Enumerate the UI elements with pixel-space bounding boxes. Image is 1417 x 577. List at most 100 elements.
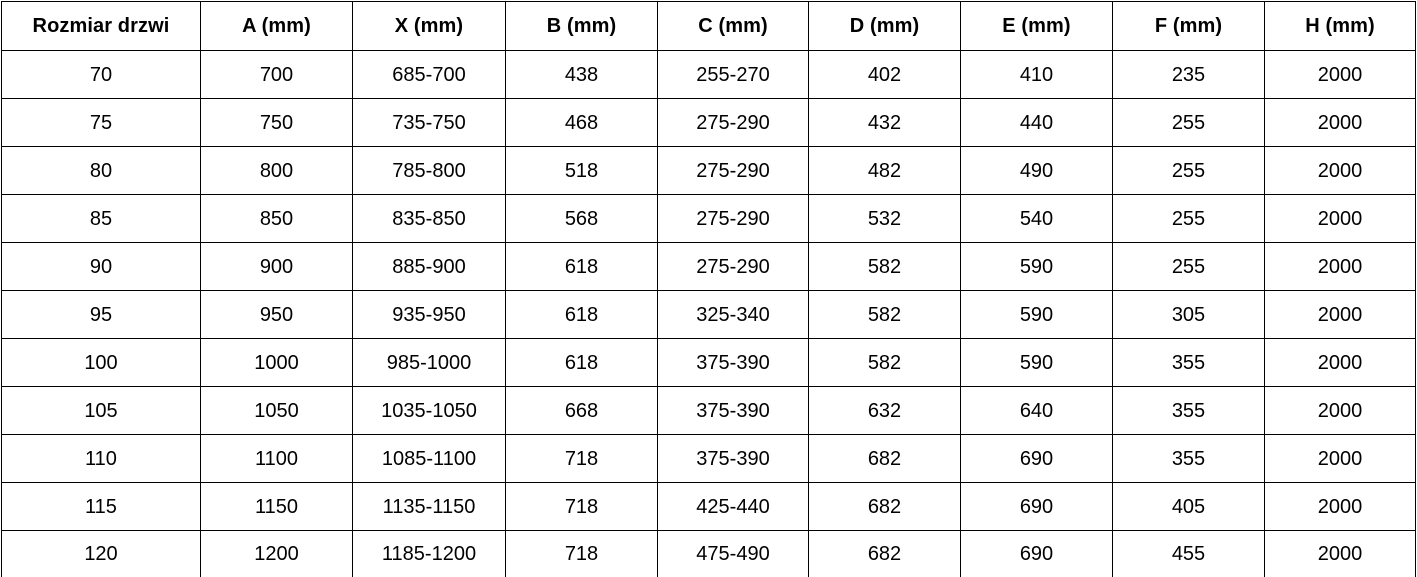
cell-a: 950 (200, 290, 353, 339)
cell-h: 2000 (1264, 194, 1416, 243)
cell-d: 432 (808, 98, 961, 147)
cell-h: 2000 (1264, 242, 1416, 291)
cell-x: 835-850 (352, 194, 506, 243)
column-header-x: X (mm) (352, 1, 506, 51)
cell-e: 490 (960, 146, 1113, 195)
cell-e: 690 (960, 434, 1113, 483)
column-header-e: E (mm) (960, 1, 1113, 51)
cell-b: 618 (505, 290, 658, 339)
cell-size: 110 (1, 434, 201, 483)
cell-x: 985-1000 (352, 338, 506, 387)
cell-e: 590 (960, 338, 1113, 387)
cell-x: 685-700 (352, 50, 506, 99)
table-row: 75 750 735-750 468 275-290 432 440 255 2000 (1, 98, 1416, 147)
cell-b: 438 (505, 50, 658, 99)
cell-x: 1085-1100 (352, 434, 506, 483)
cell-b: 718 (505, 482, 658, 531)
cell-a: 1150 (200, 482, 353, 531)
cell-h: 2000 (1264, 146, 1416, 195)
cell-e: 440 (960, 98, 1113, 147)
table-row: 70 700 685-700 438 255-270 402 410 235 2000 (1, 50, 1416, 99)
cell-x: 785-800 (352, 146, 506, 195)
cell-b: 618 (505, 338, 658, 387)
table-row: 100 1000 985-1000 618 375-390 582 590 355 2000 (1, 338, 1416, 387)
column-header-h: H (mm) (1264, 1, 1416, 51)
cell-f: 405 (1112, 482, 1265, 531)
cell-size: 95 (1, 290, 201, 339)
cell-f: 305 (1112, 290, 1265, 339)
cell-a: 1000 (200, 338, 353, 387)
cell-f: 455 (1112, 530, 1265, 577)
cell-b: 718 (505, 434, 658, 483)
cell-c: 425-440 (657, 482, 809, 531)
cell-d: 632 (808, 386, 961, 435)
cell-size: 120 (1, 530, 201, 577)
cell-a: 750 (200, 98, 353, 147)
cell-c: 375-390 (657, 338, 809, 387)
cell-a: 800 (200, 146, 353, 195)
cell-h: 2000 (1264, 434, 1416, 483)
cell-d: 582 (808, 338, 961, 387)
cell-c: 375-390 (657, 434, 809, 483)
cell-a: 850 (200, 194, 353, 243)
table-row: 90 900 885-900 618 275-290 582 590 255 2000 (1, 242, 1416, 291)
cell-f: 235 (1112, 50, 1265, 99)
cell-e: 590 (960, 242, 1113, 291)
cell-a: 1100 (200, 434, 353, 483)
cell-d: 402 (808, 50, 961, 99)
cell-e: 590 (960, 290, 1113, 339)
cell-size: 75 (1, 98, 201, 147)
cell-f: 255 (1112, 98, 1265, 147)
cell-f: 255 (1112, 194, 1265, 243)
cell-h: 2000 (1264, 482, 1416, 531)
cell-size: 85 (1, 194, 201, 243)
cell-h: 2000 (1264, 530, 1416, 577)
cell-e: 690 (960, 530, 1113, 577)
cell-c: 275-290 (657, 98, 809, 147)
cell-size: 70 (1, 50, 201, 99)
cell-f: 355 (1112, 338, 1265, 387)
cell-e: 410 (960, 50, 1113, 99)
cell-f: 355 (1112, 434, 1265, 483)
cell-x: 885-900 (352, 242, 506, 291)
cell-d: 682 (808, 434, 961, 483)
cell-c: 375-390 (657, 386, 809, 435)
cell-c: 475-490 (657, 530, 809, 577)
cell-e: 540 (960, 194, 1113, 243)
cell-c: 275-290 (657, 146, 809, 195)
cell-b: 568 (505, 194, 658, 243)
table-header-row: Rozmiar drzwi A (mm) X (mm) B (mm) C (mm) D (… (1, 1, 1416, 51)
cell-e: 640 (960, 386, 1113, 435)
table-row: 110 1100 1085-1100 718 375-390 682 690 355 2000 (1, 434, 1416, 483)
table-row: 85 850 835-850 568 275-290 532 540 255 2000 (1, 194, 1416, 243)
cell-x: 1035-1050 (352, 386, 506, 435)
cell-e: 690 (960, 482, 1113, 531)
cell-d: 582 (808, 290, 961, 339)
cell-h: 2000 (1264, 50, 1416, 99)
cell-size: 105 (1, 386, 201, 435)
cell-c: 275-290 (657, 194, 809, 243)
cell-h: 2000 (1264, 386, 1416, 435)
cell-h: 2000 (1264, 290, 1416, 339)
table-body: 70 700 685-700 438 255-270 402 410 235 2000 75 750… (1, 50, 1416, 577)
cell-a: 1200 (200, 530, 353, 577)
cell-x: 735-750 (352, 98, 506, 147)
cell-a: 700 (200, 50, 353, 99)
cell-b: 468 (505, 98, 658, 147)
cell-d: 582 (808, 242, 961, 291)
cell-size: 80 (1, 146, 201, 195)
column-header-c: C (mm) (657, 1, 809, 51)
table-row: 80 800 785-800 518 275-290 482 490 255 2000 (1, 146, 1416, 195)
cell-b: 668 (505, 386, 658, 435)
table-row: 95 950 935-950 618 325-340 582 590 305 2000 (1, 290, 1416, 339)
cell-f: 255 (1112, 146, 1265, 195)
cell-c: 325-340 (657, 290, 809, 339)
column-header-f: F (mm) (1112, 1, 1265, 51)
cell-b: 618 (505, 242, 658, 291)
table-row: 120 1200 1185-1200 718 475-490 682 690 455 2000 (1, 530, 1416, 577)
table-row: 105 1050 1035-1050 668 375-390 632 640 355 2000 (1, 386, 1416, 435)
cell-b: 518 (505, 146, 658, 195)
table-row: 115 1150 1135-1150 718 425-440 682 690 405 2000 (1, 482, 1416, 531)
cell-x: 1185-1200 (352, 530, 506, 577)
